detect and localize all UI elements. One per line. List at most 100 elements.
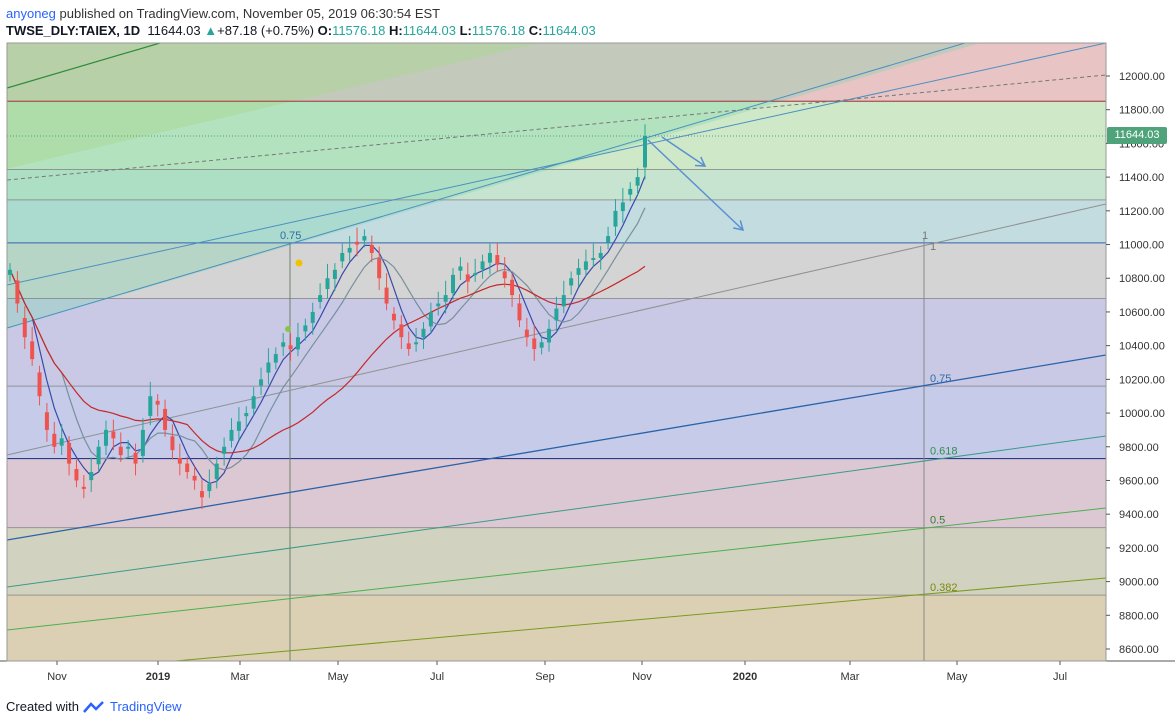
x-tick-label: Mar [231,671,250,683]
candle-body [303,325,308,332]
annotation-label: 1 [922,230,928,242]
candle-body [428,311,433,327]
y-tick-label: 8600.00 [1119,644,1159,656]
up-arrow-icon: ▲ [204,23,218,38]
projection-arrow [647,139,744,231]
plot-frame [6,42,1107,662]
footer: Created with TradingView [6,699,182,714]
x-tick-label: 2020 [733,671,757,683]
open-label: O: [317,23,333,38]
candle-body [421,328,426,338]
y-tick-label: 11400.00 [1119,172,1164,184]
candle-body [487,252,492,263]
candle-body [199,491,204,498]
trend-ray [7,43,966,329]
candle-body [628,188,633,195]
candle-body [443,295,448,302]
candle-body [362,236,367,241]
candle-body [539,342,544,348]
x-tick-label: May [328,671,349,683]
price-axis [1106,43,1175,661]
candle-body [37,372,42,397]
fib-band [7,386,1106,459]
candle-body [369,244,374,253]
candle-body [325,278,330,290]
y-tick-label: 10400.00 [1119,341,1165,353]
candle-body [502,271,507,279]
ma-long-line [9,265,646,454]
fib-level-label: 0.382 [930,582,958,594]
candle-body [185,463,190,473]
fib-band [7,43,1106,102]
candle-body [524,329,529,338]
candle-body [295,337,300,350]
y-tick-label: 9000.00 [1119,577,1159,589]
candle-body [473,273,478,276]
candle-body [288,345,293,350]
candle-body [554,308,559,321]
y-tick-label: 10600.00 [1119,307,1165,319]
candle-body [458,266,463,271]
trend-ray [169,577,1106,661]
y-tick-label: 9200.00 [1119,543,1159,555]
y-tick-label: 9800.00 [1119,442,1159,454]
candle-body [606,236,611,243]
x-tick-label: Nov [47,671,67,683]
candle-body [399,324,404,338]
trend-ray [7,507,1106,631]
candle-body [30,341,35,360]
candle-body [177,458,182,464]
x-tick-label: May [947,671,968,683]
candle-body [561,295,566,307]
candle-body [192,475,197,481]
fib-level-label: 0.75 [280,230,301,242]
ma-short-line [9,175,646,485]
high-label: H: [388,23,403,38]
ohlc-legend: TWSE_DLY:TAIEX, 1D 11644.03 ▲+87.18 (+0.… [6,23,596,38]
tradingview-brand[interactable]: TradingView [109,699,182,714]
candle-body [547,328,552,343]
candle-body [384,287,389,304]
candle-body [451,274,456,294]
candle-body [133,452,138,464]
fib-level-label: 0.618 [930,446,958,458]
candle-body [89,472,94,481]
fib-band [7,242,1106,299]
y-tick-label: 10800.00 [1119,273,1165,285]
candle-body [406,343,411,350]
projection-arrow-head [733,220,745,232]
candle-body [517,303,522,321]
y-tick-label: 11800.00 [1119,105,1164,117]
candle-body [118,446,123,456]
candle-body [510,279,515,296]
candle-body [81,486,86,489]
candle-body [155,400,160,405]
open-value: 11576.18 [332,23,386,38]
candle-body [22,318,27,338]
candle-body [96,446,101,465]
fib-band [7,101,1106,170]
candle-body [377,258,382,279]
y-tick-label: 8800.00 [1119,610,1159,622]
author-link[interactable]: anyoneg [6,6,56,21]
y-tick-label: 9400.00 [1119,509,1159,521]
candle-body [52,433,57,447]
candle-body [436,303,441,307]
candle-body [495,255,500,265]
fib-band [7,595,1106,661]
candle-body [15,280,20,304]
candle-body [355,241,360,245]
symbol-label: TWSE_DLY:TAIEX, 1D [6,23,141,38]
candle-body [266,362,271,373]
candle-body [236,421,241,431]
candle-body [340,252,345,262]
close-label: C: [528,23,543,38]
candle-body [251,396,256,409]
x-tick-label: Mar [841,671,860,683]
candle-body [8,269,12,275]
candle-body [170,436,175,451]
y-tick-label: 9600.00 [1119,475,1159,487]
time-axis [0,661,1175,688]
fib-band [7,169,1106,200]
